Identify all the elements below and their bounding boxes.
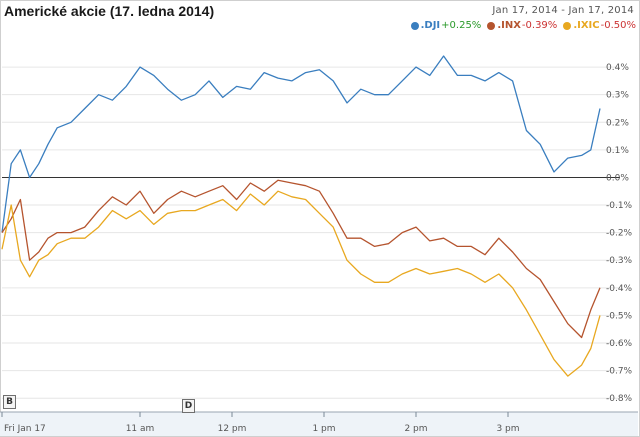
y-tick-label: -0.7% bbox=[606, 367, 633, 377]
y-tick-label: -0.3% bbox=[606, 256, 633, 266]
chart-legend: .DJI +0.25% .INX -0.39% .IXIC -0.50% bbox=[410, 20, 636, 31]
x-tick-label: 3 pm bbox=[496, 424, 519, 434]
legend-symbol: .INX bbox=[497, 20, 521, 31]
x-tick-label: 12 pm bbox=[218, 424, 247, 434]
x-tick-label: Fri Jan 17 bbox=[4, 424, 46, 434]
legend-change: +0.25% bbox=[441, 20, 482, 31]
event-marker-b[interactable]: B bbox=[3, 395, 16, 409]
legend-change: -0.39% bbox=[521, 20, 558, 31]
y-tick-label: -0.8% bbox=[606, 394, 633, 404]
series-line-dji bbox=[1, 55, 601, 233]
legend-item-dji[interactable]: .DJI +0.25% bbox=[410, 20, 482, 31]
y-tick-label: -0.5% bbox=[606, 311, 633, 321]
gridlines bbox=[2, 66, 620, 399]
y-tick-label: -0.1% bbox=[606, 201, 633, 211]
legend-symbol: .DJI bbox=[420, 20, 441, 31]
y-tick-label: -0.4% bbox=[606, 284, 633, 294]
legend-symbol: .IXIC bbox=[573, 20, 600, 31]
y-tick-label: 0.3% bbox=[606, 91, 629, 101]
series-lines bbox=[1, 55, 601, 377]
x-tick-label: 2 pm bbox=[404, 424, 427, 434]
x-axis: Fri Jan 17 11 am 12 pm 1 pm 2 pm 3 pm bbox=[0, 411, 638, 436]
y-tick-label: 0.2% bbox=[606, 118, 629, 128]
y-tick-label: 0.0% bbox=[606, 173, 629, 183]
x-tick-label: 1 pm bbox=[312, 424, 335, 434]
event-marker-d[interactable]: D bbox=[182, 399, 195, 413]
series-line-ixic bbox=[1, 190, 601, 377]
legend-dot-dji-icon bbox=[410, 21, 419, 30]
legend-change: -0.50% bbox=[600, 20, 636, 31]
date-range: Jan 17, 2014 - Jan 17, 2014 bbox=[492, 5, 634, 16]
y-axis-ticks: 0.4% 0.3% 0.2% 0.1% 0.0% -0.1% -0.2% -0.3% -0.4%… bbox=[606, 63, 633, 404]
x-tick-label: 11 am bbox=[126, 424, 155, 434]
series-line-inx bbox=[1, 179, 601, 339]
chart-title: Americké akcie (17. ledna 2014) bbox=[4, 3, 215, 19]
y-tick-label: 0.1% bbox=[606, 146, 629, 156]
legend-dot-inx-icon bbox=[487, 21, 496, 30]
x-axis-band bbox=[0, 412, 638, 436]
y-tick-label: -0.2% bbox=[606, 229, 633, 239]
legend-dot-ixic-icon bbox=[563, 21, 572, 30]
y-tick-label: -0.6% bbox=[606, 339, 633, 349]
legend-item-inx[interactable]: .INX -0.39% bbox=[487, 20, 557, 31]
legend-item-ixic[interactable]: .IXIC -0.50% bbox=[563, 20, 636, 31]
y-tick-label: 0.4% bbox=[606, 63, 629, 73]
